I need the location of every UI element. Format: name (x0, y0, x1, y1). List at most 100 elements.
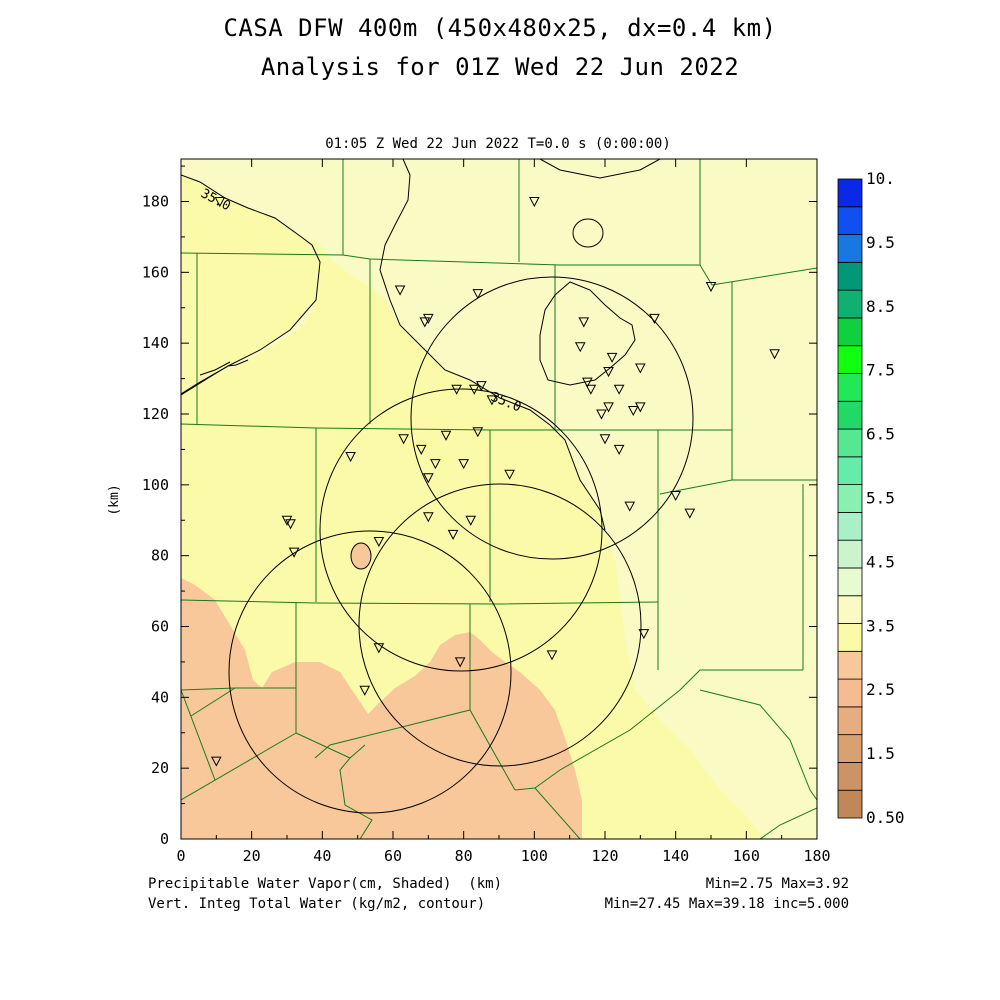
station-marker (359, 685, 371, 696)
colorbar-segment (837, 789, 863, 819)
y-tick-label: 140 (142, 334, 169, 352)
colorbar-label: 9.5 (866, 233, 895, 252)
colorbar-label: 4.5 (866, 552, 895, 571)
station-marker (606, 352, 618, 363)
colorbar-segment (837, 567, 863, 597)
station-marker (373, 643, 385, 654)
station-marker (451, 384, 462, 395)
map-field: 35.0 35.0 (181, 159, 817, 839)
x-tick-label: 140 (662, 847, 689, 865)
station-marker (582, 377, 593, 388)
station-marker (423, 512, 434, 523)
valid-time-subtitle: 01:05 Z Wed 22 Jun 2022 T=0.0 s (0:00:00… (325, 136, 671, 152)
colorbar-segment (837, 206, 863, 235)
y-tick-label: 100 (142, 476, 169, 494)
x-tick-label: 120 (591, 847, 618, 865)
station-marker (394, 285, 406, 296)
colorbar-segment (837, 456, 863, 486)
colorbar-label: 5.5 (866, 489, 895, 508)
colorbar-segment (837, 734, 863, 763)
station-marker (599, 434, 611, 445)
station-marker (529, 197, 540, 208)
shaded-pocket-2-5-to-3-0 (350, 542, 372, 570)
colorbar-segment (837, 289, 863, 319)
station-marker (684, 508, 696, 519)
x-tick-label: 160 (733, 847, 760, 865)
station-marker (627, 405, 639, 417)
station-marker (398, 434, 409, 445)
colorbar-label: 0.50 (866, 808, 905, 827)
colorbar-label: 7.5 (866, 361, 895, 380)
station-marker (285, 519, 296, 530)
station-marker (578, 317, 590, 328)
colorbar-segment (837, 261, 863, 291)
colorbar-segment (837, 317, 863, 347)
colorbar-segment (837, 539, 863, 569)
colorbar-label: 6.5 (866, 425, 895, 444)
x-tick-label: 80 (455, 847, 473, 865)
footer-shaded-range: Min=2.75 Max=3.92 (705, 876, 849, 892)
station-marker (574, 342, 586, 353)
shaded-region-3-0-to-3-5 (181, 175, 320, 394)
colorbar-segment (837, 484, 863, 513)
colorbar: 10. 9.5 8.5 7.5 6.5 5.5 4.5 3.5 2.5 1.5 0.50 (837, 169, 905, 827)
colorbar-segment (837, 400, 863, 430)
colorbar-segment (837, 623, 863, 652)
county-boundaries (181, 159, 817, 839)
station-marker (705, 282, 717, 293)
y-tick-label: 60 (151, 618, 169, 636)
x-tick-label: 60 (384, 847, 402, 865)
colorbar-segment (837, 234, 863, 263)
y-tick-label: 40 (151, 688, 169, 706)
y-tick-label: 80 (151, 547, 169, 565)
colorbar-segment (837, 345, 863, 374)
station-marker (423, 473, 434, 484)
colorbar-segment (837, 373, 863, 402)
colorbar-segment (837, 762, 863, 791)
title-line-1: CASA DFW 400m (450x480x25, dx=0.4 km) (223, 14, 777, 42)
x-tick-label: 20 (243, 847, 261, 865)
colorbar-label: 2.5 (866, 680, 895, 699)
y-axis-unit: (km) (107, 484, 122, 515)
station-marker (458, 459, 469, 470)
x-tick-label: 180 (803, 847, 830, 865)
station-marker (415, 444, 427, 455)
y-tick-label: 160 (142, 263, 169, 281)
station-marker (214, 197, 226, 208)
x-tick-label: 40 (313, 847, 331, 865)
y-tick-label: 180 (142, 193, 169, 211)
colorbar-label: 8.5 (866, 297, 895, 316)
colorbar-segment (837, 178, 863, 208)
observation-stations (211, 197, 780, 767)
x-axis-unit: (km) (468, 876, 503, 892)
colorbar-segment (837, 595, 863, 624)
station-marker (769, 349, 780, 360)
station-marker (486, 395, 498, 406)
station-marker (546, 650, 558, 661)
station-marker (670, 490, 681, 502)
station-marker (373, 537, 385, 548)
station-marker (613, 384, 625, 395)
station-marker (638, 629, 650, 640)
title-line-2: Analysis for 01Z Wed 22 Jun 2022 (260, 53, 740, 81)
station-marker (440, 430, 452, 441)
colorbar-label: 1.5 (866, 744, 895, 763)
station-marker (423, 313, 434, 324)
radar-range-rings (228, 276, 694, 814)
x-tick-label: 100 (521, 847, 548, 865)
station-marker (585, 384, 597, 395)
footer-shaded-field-label: Precipitable Water Vapor(cm, Shaded) (km… (148, 876, 502, 892)
axes: 0 20 40 60 80 100 120 140 160 180 0 20 40 60 80 100 120 1… (142, 159, 831, 865)
colorbar-segment (837, 706, 863, 736)
station-marker (603, 402, 614, 413)
station-marker (430, 459, 441, 470)
x-tick-label: 0 (176, 847, 185, 865)
station-marker (419, 317, 431, 328)
vertical-total-water-contours (181, 159, 661, 531)
station-marker (596, 409, 607, 420)
station-marker (603, 367, 614, 378)
colorbar-segment (837, 511, 863, 541)
y-tick-label: 120 (142, 405, 169, 423)
footer-contour-range: Min=27.45 Max=39.18 inc=5.000 (604, 896, 849, 912)
